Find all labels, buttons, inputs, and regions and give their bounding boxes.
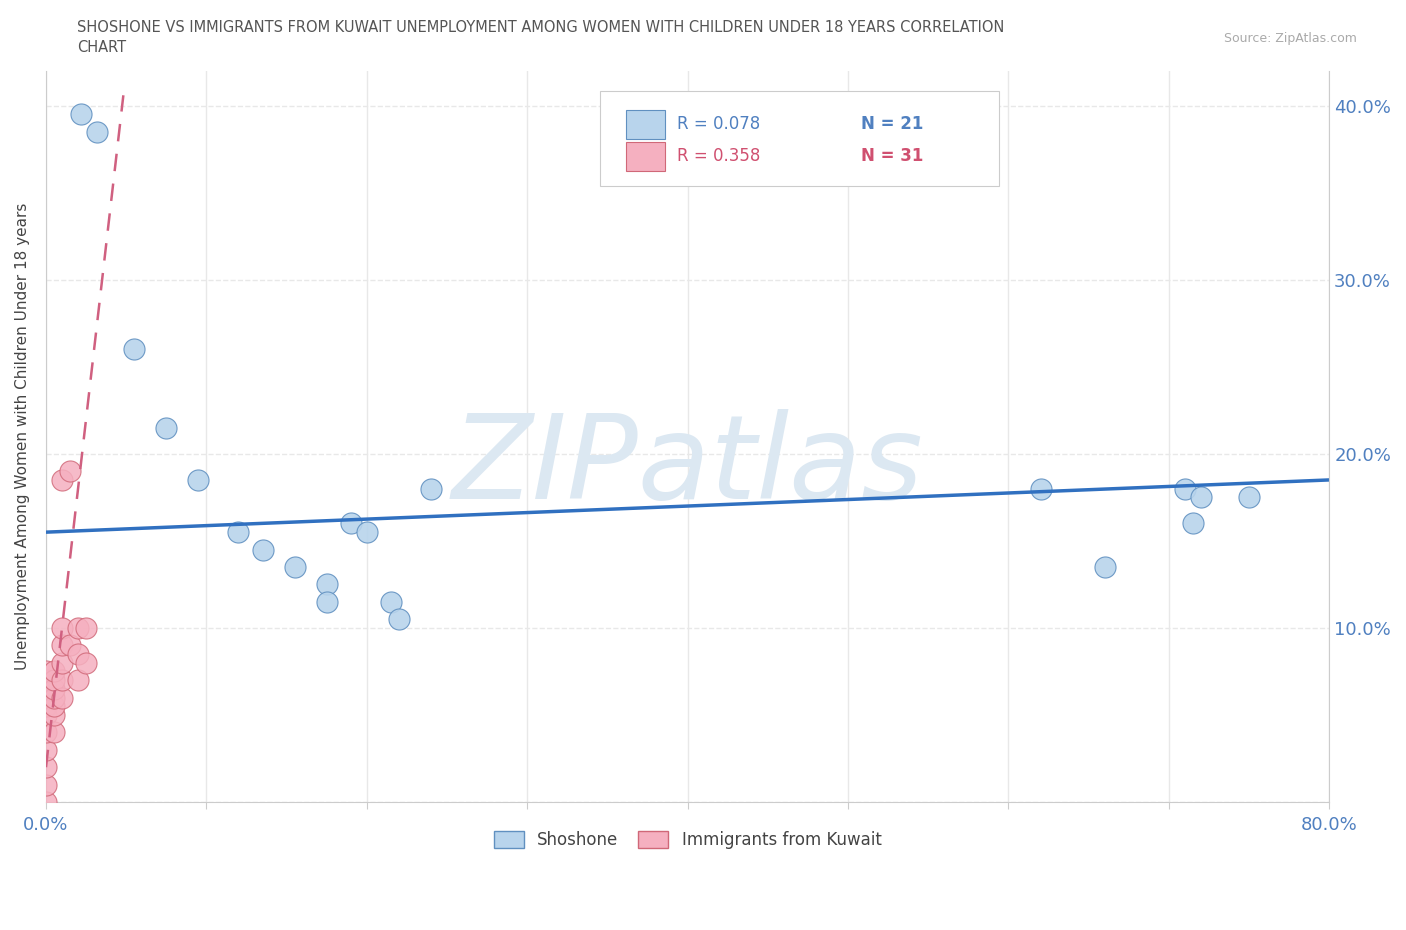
Point xyxy=(1029,481,1052,496)
Text: R = 0.358: R = 0.358 xyxy=(678,147,761,166)
Point xyxy=(59,638,82,653)
Point xyxy=(75,620,97,635)
Point xyxy=(35,708,58,723)
Point xyxy=(35,698,58,713)
Point xyxy=(339,516,361,531)
FancyBboxPatch shape xyxy=(600,90,1000,186)
Legend: Shoshone, Immigrants from Kuwait: Shoshone, Immigrants from Kuwait xyxy=(486,824,889,856)
Bar xyxy=(626,110,665,139)
Point xyxy=(42,664,65,679)
Point xyxy=(35,682,58,697)
Point xyxy=(155,420,177,435)
Point xyxy=(315,577,337,591)
Point xyxy=(1189,490,1212,505)
Point xyxy=(35,725,58,740)
Point xyxy=(51,690,73,705)
Point xyxy=(1174,481,1197,496)
Point xyxy=(252,542,274,557)
Point xyxy=(284,560,307,575)
Bar xyxy=(626,141,665,171)
Text: ZIPatlas: ZIPatlas xyxy=(451,408,924,523)
Point xyxy=(35,690,58,705)
Y-axis label: Unemployment Among Women with Children Under 18 years: Unemployment Among Women with Children U… xyxy=(15,203,30,671)
Point xyxy=(51,672,73,687)
Text: N = 31: N = 31 xyxy=(860,147,924,166)
Point xyxy=(35,664,58,679)
Point xyxy=(67,646,90,661)
Point xyxy=(35,672,58,687)
Point xyxy=(42,682,65,697)
Point xyxy=(122,342,145,357)
Point xyxy=(42,708,65,723)
Point xyxy=(42,725,65,740)
Point xyxy=(1181,516,1204,531)
Point xyxy=(187,472,209,487)
Point xyxy=(70,107,93,122)
Point xyxy=(59,464,82,479)
Point xyxy=(420,481,443,496)
Point xyxy=(356,525,378,539)
Point xyxy=(42,672,65,687)
Text: N = 21: N = 21 xyxy=(860,115,924,133)
Point xyxy=(67,672,90,687)
Text: R = 0.078: R = 0.078 xyxy=(678,115,761,133)
Point xyxy=(1094,560,1116,575)
Text: SHOSHONE VS IMMIGRANTS FROM KUWAIT UNEMPLOYMENT AMONG WOMEN WITH CHILDREN UNDER : SHOSHONE VS IMMIGRANTS FROM KUWAIT UNEMP… xyxy=(77,20,1005,35)
Point xyxy=(1237,490,1260,505)
Point xyxy=(51,472,73,487)
Text: CHART: CHART xyxy=(77,40,127,55)
Point xyxy=(380,594,402,609)
Point xyxy=(51,620,73,635)
Point xyxy=(51,638,73,653)
Point xyxy=(42,698,65,713)
Point xyxy=(388,612,411,627)
Point xyxy=(42,690,65,705)
Text: Source: ZipAtlas.com: Source: ZipAtlas.com xyxy=(1223,32,1357,45)
Point xyxy=(315,594,337,609)
Point xyxy=(228,525,250,539)
Point xyxy=(35,777,58,792)
Point xyxy=(51,656,73,671)
Point xyxy=(86,125,108,140)
Point xyxy=(35,760,58,775)
Point xyxy=(35,794,58,809)
Point xyxy=(75,656,97,671)
Point xyxy=(67,620,90,635)
Point xyxy=(35,742,58,757)
